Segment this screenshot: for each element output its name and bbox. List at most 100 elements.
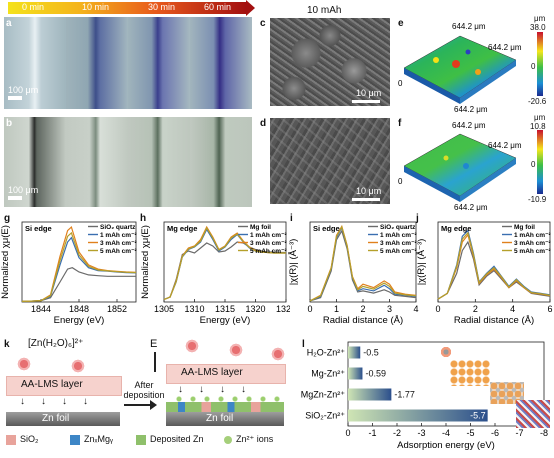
panel-d-sem-image: 10 μm	[270, 118, 390, 204]
panel-e-afm-surface: 644.2 μm 644.2 μm 644.2 μm 0	[398, 22, 522, 114]
legend-swatch-sio2	[6, 435, 16, 445]
legend-label: 1 mAh cm⁻²	[514, 232, 551, 239]
category-label: MgZn-Zn²⁺	[301, 390, 346, 400]
schematic-k: [Zn(H₂O)₆]²⁺ AA-LMS layer ↓↓↓↓ Zn foil A…	[0, 336, 298, 453]
afm-e-axis-zero: 0	[398, 79, 403, 88]
x-tick-label: 1305	[154, 304, 174, 314]
chart-h: 1305 1310 1315 1320 1325 Energy (eV) Normalize…	[140, 216, 296, 337]
panel-label-i: i	[290, 213, 293, 224]
chart-title: Si edge	[313, 224, 340, 233]
x-tick-label: 2	[473, 304, 478, 314]
time-label-10: 10 min	[82, 2, 110, 12]
sem-title: 10 mAh	[307, 5, 342, 16]
chart-j-svg: 0 2 4 6 Radial distance (Å) |χ(R)| (Å⁻³) Mg ed…	[416, 221, 553, 326]
legend-label: Mg foil	[250, 224, 271, 231]
x-tick-label: 1848	[69, 304, 89, 314]
legend-label: SiO₂ quartz	[380, 224, 416, 231]
legend-swatch-deposited-zn	[136, 435, 146, 445]
afm-e-axis-right: 644.2 μm	[488, 43, 522, 52]
panel-label-c: c	[260, 18, 266, 29]
chart-title: Si edge	[25, 224, 52, 233]
y-axis-label: |χ(R)| (Å⁻³)	[288, 239, 299, 286]
x-axis-label: Radial distance (Å)	[323, 315, 403, 326]
hydrated-zn-formula: [Zn(H₂O)₆]²⁺	[28, 338, 84, 349]
scale-bar	[352, 100, 380, 103]
legend-label: SiO₂ quartz	[100, 224, 136, 231]
legend-label-deposited-zn: Deposited Zn	[150, 434, 204, 444]
panel-label-e: e	[398, 18, 404, 29]
panel-label-g: g	[4, 213, 11, 224]
legend-label: 3 mAh cm⁻²	[380, 240, 417, 247]
legend-label: Mg foil	[514, 224, 535, 231]
legend-label-sio2: SiO₂	[20, 434, 39, 444]
hydrated-zn-ion-icon	[70, 358, 86, 374]
bar	[348, 367, 363, 380]
afm-f-colorbar	[537, 130, 543, 194]
plot-frame	[437, 221, 551, 303]
afm-f-axis-top: 644.2 μm	[452, 121, 486, 130]
afm-e-unit: μm	[534, 14, 546, 23]
scale-bar	[8, 196, 22, 200]
x-tick-label: -6	[491, 428, 499, 438]
x-tick-label: -7	[515, 428, 523, 438]
scale-bar	[8, 96, 22, 100]
panel-b-optical-image: 100 μm	[4, 117, 252, 207]
afm-f-mid: 0	[531, 160, 536, 169]
legend-k: SiO₂ ZnₓMgᵧ Deposited Zn Zn²⁺ ions	[6, 432, 296, 450]
x-axis-label: Energy (eV)	[200, 315, 251, 326]
x-tick-label: 1315	[215, 304, 235, 314]
y-axis-label: |χ(R)| (Å⁻³)	[416, 239, 427, 286]
field-arrow	[154, 352, 156, 372]
x-tick-label: 0	[435, 304, 440, 314]
time-label-30: 30 min	[148, 2, 176, 12]
time-bar-arrow	[246, 0, 255, 16]
legend-label: 3 mAh cm⁻²	[100, 240, 137, 247]
aa-lms-layer-left: AA-LMS layer	[6, 376, 122, 396]
legend-label: 5 mAh cm⁻²	[250, 248, 287, 255]
chart-title: Mg edge	[441, 224, 471, 233]
chart-g: 1844 1848 1852 Energy (eV) Normalized χμ(E) S…	[0, 216, 140, 337]
zn-ions-row	[172, 396, 282, 402]
afm-e-colorbar	[537, 32, 543, 96]
adsorption-structure-images	[440, 346, 550, 428]
mg-zn-structure-icon	[450, 360, 490, 386]
x-tick-label: 3	[387, 304, 392, 314]
panel-a-optical-image: 100 μm	[4, 17, 252, 109]
panel-label-k: k	[4, 339, 10, 350]
zn-foil-label-right: Zn foil	[206, 413, 234, 424]
legend-swatch-znmg	[70, 435, 80, 445]
legend-label: 1 mAh cm⁻²	[100, 232, 137, 239]
y-axis-label: Normalized χμ(E)	[140, 225, 151, 299]
x-tick-label: 1310	[184, 304, 204, 314]
afm-f-unit: μm	[534, 113, 546, 122]
afm-f-max: 10.8	[530, 122, 546, 131]
x-tick-label: 1	[334, 304, 339, 314]
x-tick-label: 1852	[107, 304, 127, 314]
x-tick-label: 1844	[31, 304, 51, 314]
legend-label-zn-ions: Zn²⁺ ions	[236, 434, 274, 444]
chart-i: 0 1 2 3 4 Radial distance (Å) |χ(R)| (Å⁻³) Si e…	[288, 216, 420, 337]
afm-e-mid: 0	[531, 62, 536, 71]
legend-label-znmg: ZnₓMgᵧ	[84, 434, 113, 444]
zn-foil-right: Zn foil	[166, 412, 284, 426]
legend-label: 5 mAh cm⁻²	[514, 248, 551, 255]
scale-label-c: 10 μm	[356, 88, 382, 98]
zn-foil-left: Zn foil	[6, 412, 120, 426]
chart-title: Mg edge	[167, 224, 197, 233]
panel-f-afm-surface: 644.2 μm 644.2 μm 644.2 μm 0	[398, 121, 522, 212]
x-tick-label: -5	[466, 428, 474, 438]
panel-label-j: j	[416, 213, 419, 224]
x-tick-label: -8	[540, 428, 548, 438]
panel-label-b: b	[6, 118, 13, 129]
time-label-0: 0 min	[22, 2, 45, 12]
electric-field-label: E	[150, 338, 158, 350]
series-line	[21, 267, 136, 302]
series-line	[309, 225, 417, 302]
afm-f-min: -10.9	[528, 195, 547, 204]
after-deposition-label: After deposition	[123, 380, 165, 400]
down-arrows-left: ↓↓↓↓	[20, 396, 104, 407]
x-axis-label: Energy (eV)	[54, 315, 105, 326]
chart-l: H₂O-Zn²⁺ -0.5 Mg-Zn²⁺ -0.59 MgZn-Zn²⁺ -1.77 Si…	[296, 336, 552, 458]
category-label: SiO₂-Zn²⁺	[305, 411, 345, 421]
value-label: -0.5	[363, 348, 379, 358]
